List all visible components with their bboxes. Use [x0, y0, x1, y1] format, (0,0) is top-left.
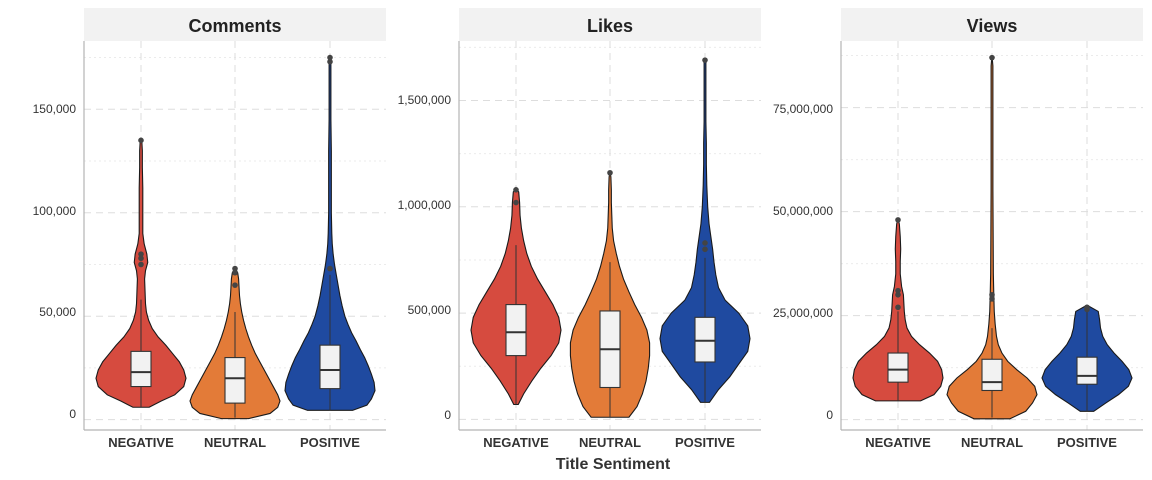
outlier-point: [702, 246, 708, 253]
y-tick-label: 1,500,000: [398, 93, 452, 107]
outlier-point: [138, 261, 144, 268]
y-tick-label: 150,000: [33, 102, 77, 116]
panel-comments: Comments 0 50,000 100,000 150,000 NEGATI…: [33, 8, 386, 450]
x-tick-label: NEGATIVE: [108, 435, 174, 450]
outlier-point: [327, 58, 333, 65]
x-tick-label: NEUTRAL: [961, 435, 1023, 450]
outlier-point: [895, 287, 901, 294]
outlier-point: [138, 137, 144, 144]
box-neutral: [981, 358, 1003, 392]
outlier-point: [989, 291, 995, 298]
plot-comments: [95, 54, 376, 420]
plot-likes: [470, 57, 751, 418]
box-neutral: [224, 357, 246, 404]
y-tick-label: 25,000,000: [773, 306, 833, 320]
y-tick-label: 50,000: [39, 305, 76, 319]
violin-neutral: [946, 55, 1038, 420]
outlier-point: [232, 269, 238, 276]
x-tick-label: NEGATIVE: [483, 435, 549, 450]
y-tick-label: 500,000: [408, 303, 452, 317]
outlier-point: [989, 54, 995, 61]
box-negative: [887, 352, 909, 383]
x-tick-label: POSITIVE: [675, 435, 735, 450]
panel-title-comments: Comments: [188, 16, 281, 36]
y-tick-label: 0: [826, 408, 833, 422]
outlier-point: [138, 255, 144, 262]
panel-title-views: Views: [967, 16, 1018, 36]
outlier-point: [702, 57, 708, 63]
panel-views: Views 0 25,000,000 50,000,000 75,000,000…: [773, 8, 1143, 450]
x-axis-title: Title Sentiment: [556, 456, 671, 473]
outlier-point: [513, 199, 519, 206]
box-positive: [694, 316, 716, 363]
box-negative: [505, 304, 527, 357]
outlier-point: [232, 282, 238, 288]
outlier-point: [895, 217, 901, 223]
y-tick-label: 50,000,000: [773, 204, 833, 218]
outlier-point: [513, 186, 519, 193]
y-tick-label: 0: [69, 407, 76, 421]
x-tick-label: NEUTRAL: [579, 435, 641, 450]
outlier-point: [607, 169, 613, 176]
x-tick-label: NEUTRAL: [204, 435, 266, 450]
box-positive: [1076, 356, 1098, 385]
panel-title-likes: Likes: [587, 16, 633, 36]
outlier-point: [895, 304, 901, 311]
outlier-point: [702, 240, 708, 246]
outlier-point: [138, 251, 144, 257]
outlier-point: [1084, 304, 1090, 311]
strip-likes: [459, 8, 761, 41]
y-tick-label: 0: [444, 408, 451, 422]
outlier-point: [327, 265, 333, 272]
panel-likes: Likes 0 500,000 1,000,000 1,500,000 NEGA…: [398, 8, 761, 450]
outlier-point: [232, 265, 238, 272]
outlier-point: [327, 54, 333, 61]
x-tick-label: POSITIVE: [1057, 435, 1117, 450]
strip-comments: [84, 8, 386, 41]
outlier-point: [895, 291, 901, 298]
y-tick-label: 1,000,000: [398, 198, 452, 212]
y-tick-label: 75,000,000: [773, 102, 833, 116]
outlier-point: [989, 296, 995, 302]
box-positive: [319, 344, 341, 390]
strip-views: [841, 8, 1143, 41]
box-negative: [130, 350, 152, 388]
x-tick-label: POSITIVE: [300, 435, 360, 450]
y-tick-label: 100,000: [33, 204, 77, 218]
plot-views: [852, 54, 1133, 420]
x-tick-label: NEGATIVE: [865, 435, 931, 450]
